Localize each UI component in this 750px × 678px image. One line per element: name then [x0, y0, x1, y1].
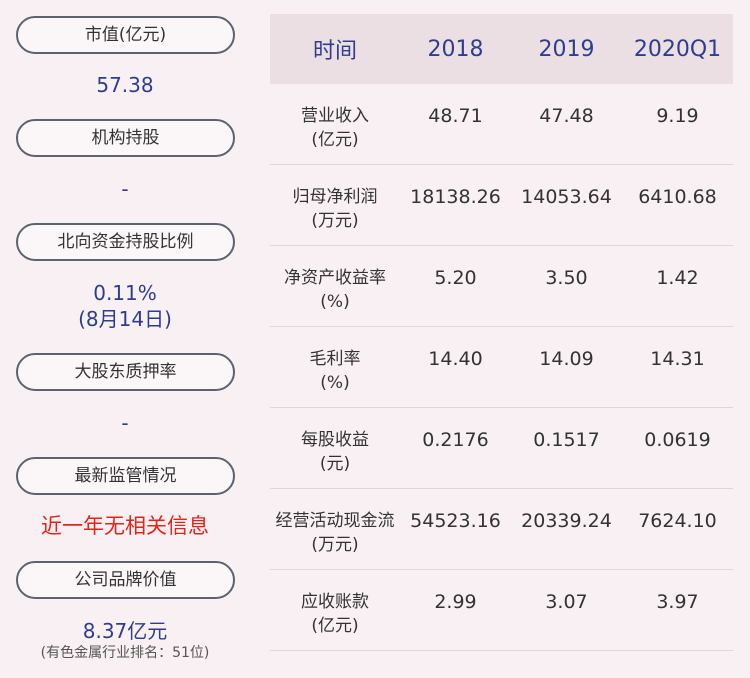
financial-table: 时间 2018 2019 2020Q1 营业收入 (亿元) 48.71 47.48…: [270, 14, 733, 651]
table-row: 归母净利润 (万元) 18138.26 14053.64 6410.68: [270, 165, 733, 246]
cell-value: 3.07: [545, 591, 588, 613]
cell-value: 0.2176: [422, 429, 489, 451]
cell-value: 14.40: [428, 348, 483, 370]
table-row: 毛利率 (%) 14.40 14.09 14.31: [270, 327, 733, 408]
row-label: 经营活动现金流 (万元): [270, 489, 400, 569]
cell-value: 3.97: [656, 591, 699, 613]
row-label: 净资产收益率 (%): [270, 246, 400, 326]
table-row: 经营活动现金流 (万元) 54523.16 20339.24 7624.10: [270, 489, 733, 570]
row-label: 应收账款 (亿元): [270, 570, 400, 650]
metric-name: 净资产收益率: [284, 268, 386, 288]
cell-value: 18138.26: [410, 186, 501, 208]
cell-value: 1.42: [656, 267, 699, 289]
cell-value: 20339.24: [521, 510, 612, 532]
header-2019: 2019: [538, 36, 595, 62]
table-header: 时间 2018 2019 2020Q1: [270, 14, 733, 84]
regulation-value: 近一年无相关信息: [41, 514, 209, 538]
cell-value: 3.50: [545, 267, 588, 289]
table-row: 营业收入 (亿元) 48.71 47.48 9.19: [270, 84, 733, 165]
cell-value: 6410.68: [638, 186, 717, 208]
northbound-holding-date: (8月14日): [78, 307, 172, 331]
row-label: 归母净利润 (万元): [270, 165, 400, 245]
cell-value: 48.71: [428, 105, 483, 127]
brand-value-amount: 8.37亿元: [82, 619, 168, 643]
summary-panel: 市值(亿元) 57.38 机构持股 - 北向资金持股比例 0.11% (8月14…: [0, 0, 250, 678]
table-row: 应收账款 (亿元) 2.99 3.07 3.97: [270, 570, 733, 651]
institution-holding-value: -: [121, 177, 129, 201]
metric-name: 经营活动现金流: [275, 511, 395, 531]
cell-value: 0.1517: [533, 429, 600, 451]
cell-value: 2.99: [434, 591, 477, 613]
header-period: 时间: [312, 39, 357, 64]
metric-unit: (%): [320, 292, 350, 312]
table-row: 净资产收益率 (%) 5.20 3.50 1.42: [270, 246, 733, 327]
cell-value: 14.31: [650, 348, 705, 370]
institution-holding-label: 机构持股: [16, 119, 235, 157]
metric-name: 每股收益: [301, 430, 369, 450]
row-label: 每股收益 (元): [270, 408, 400, 488]
pledge-ratio-label: 大股东质押率: [16, 353, 235, 391]
row-label: 毛利率 (%): [270, 327, 400, 407]
northbound-holding-label: 北向资金持股比例: [16, 223, 235, 261]
metric-unit: (万元): [311, 211, 359, 231]
metric-name: 应收账款: [301, 592, 369, 612]
cell-value: 54523.16: [410, 510, 501, 532]
brand-value-label: 公司品牌价值: [16, 561, 235, 599]
metric-unit: (元): [319, 454, 351, 474]
cell-value: 9.19: [656, 105, 699, 127]
market-cap-value: 57.38: [96, 73, 154, 97]
header-2020q1: 2020Q1: [633, 36, 722, 62]
cell-value: 47.48: [539, 105, 594, 127]
metric-name: 归母净利润: [292, 187, 378, 207]
pledge-ratio-value: -: [121, 411, 129, 435]
cell-value: 7624.10: [638, 510, 717, 532]
brand-value-rank: (有色金属行业排名：51位): [40, 645, 210, 661]
metric-unit: (亿元): [311, 616, 359, 636]
metric-unit: (%): [320, 373, 350, 393]
regulation-label: 最新监管情况: [16, 457, 235, 495]
cell-value: 5.20: [434, 267, 477, 289]
market-cap-label: 市值(亿元): [16, 16, 235, 54]
metric-unit: (万元): [311, 535, 359, 555]
cell-value: 14.09: [539, 348, 594, 370]
metric-name: 毛利率: [309, 349, 361, 369]
table-row: 每股收益 (元) 0.2176 0.1517 0.0619: [270, 408, 733, 489]
cell-value: 0.0619: [644, 429, 711, 451]
row-label: 营业收入 (亿元): [270, 84, 400, 164]
metric-unit: (亿元): [311, 130, 359, 150]
header-2018: 2018: [427, 36, 484, 62]
cell-value: 14053.64: [521, 186, 612, 208]
metric-name: 营业收入: [301, 106, 369, 126]
northbound-holding-value: 0.11%: [93, 281, 157, 305]
